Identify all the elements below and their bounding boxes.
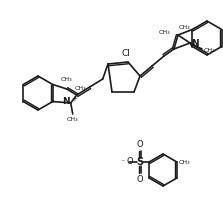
Text: CH₃: CH₃	[61, 77, 72, 82]
Text: +: +	[72, 96, 78, 102]
Text: O: O	[137, 175, 143, 184]
Text: ⁻: ⁻	[121, 157, 125, 167]
Text: O: O	[126, 157, 133, 167]
Text: Cl: Cl	[122, 49, 130, 58]
Text: O: O	[137, 140, 143, 149]
Text: N: N	[191, 39, 199, 47]
Text: CH₃: CH₃	[204, 47, 216, 52]
Text: CH₃: CH₃	[75, 85, 86, 91]
Text: CH₃: CH₃	[179, 159, 190, 165]
Text: N: N	[62, 97, 70, 107]
Text: CH₃: CH₃	[179, 25, 191, 30]
Text: CH₃: CH₃	[158, 29, 170, 35]
Text: CH₃: CH₃	[67, 117, 78, 122]
Text: S: S	[136, 157, 144, 167]
